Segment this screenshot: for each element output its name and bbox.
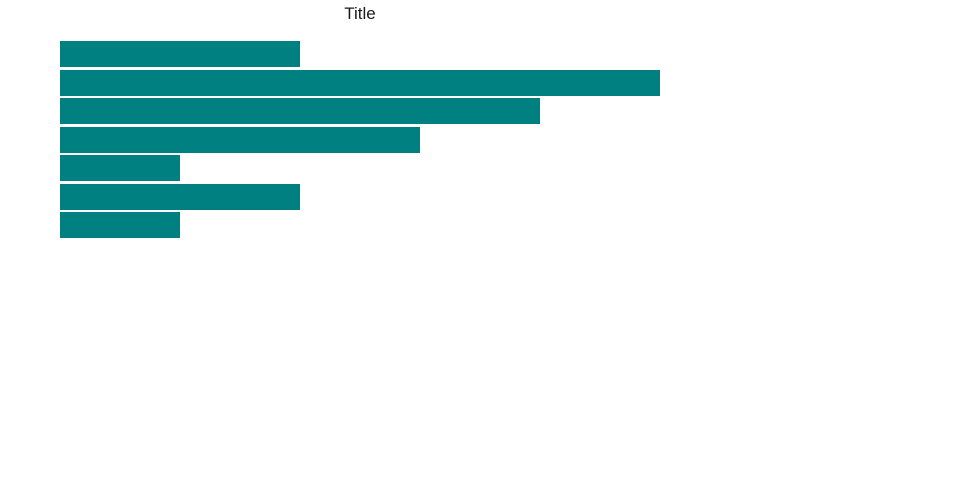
bar — [60, 98, 540, 124]
bar — [60, 69, 660, 96]
bar — [60, 212, 180, 238]
plot-area — [60, 41, 660, 251]
bar — [60, 155, 180, 181]
bar — [60, 41, 300, 67]
bar — [60, 126, 420, 153]
chart-title: Title — [344, 4, 376, 23]
bar — [60, 183, 300, 210]
